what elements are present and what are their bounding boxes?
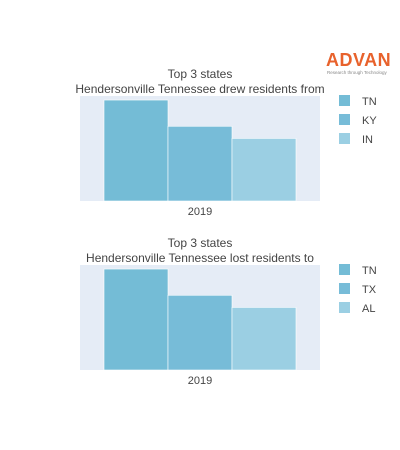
legend-swatch-ky xyxy=(339,114,350,125)
chart-subtitle: Hendersonville Tennessee drew residents … xyxy=(75,82,324,96)
legend-label-tn: TN xyxy=(362,96,377,108)
legend-label-tx: TX xyxy=(362,284,377,296)
legend-label-in: IN xyxy=(362,134,373,146)
legend-swatch-tx xyxy=(339,283,350,294)
bar-in xyxy=(231,138,297,202)
legend-label-al: AL xyxy=(362,303,375,315)
bar-tn xyxy=(103,268,169,371)
legend-label-ky: KY xyxy=(362,115,377,127)
bar-ky xyxy=(167,125,233,202)
bar-al xyxy=(231,307,297,371)
bar-tx xyxy=(167,294,233,371)
legend-label-tn: TN xyxy=(362,265,377,277)
legend-swatch-in xyxy=(339,133,350,144)
legend-swatch-tn xyxy=(339,264,350,275)
advan-logo: ADVAN Research through Technology xyxy=(326,51,396,81)
logo-wordmark: ADVAN xyxy=(326,50,392,70)
bar-tn xyxy=(103,99,169,202)
legend-swatch-tn xyxy=(339,95,350,106)
x-tick-label: 2019 xyxy=(188,375,212,387)
chart-title: Top 3 states xyxy=(168,236,233,250)
chart-title: Top 3 states xyxy=(168,67,233,81)
legend-swatch-al xyxy=(339,302,350,313)
logo-tagline: Research through Technology xyxy=(327,70,387,75)
chart-subtitle: Hendersonville Tennessee lost residents … xyxy=(86,251,314,265)
x-tick-label: 2019 xyxy=(188,206,212,218)
